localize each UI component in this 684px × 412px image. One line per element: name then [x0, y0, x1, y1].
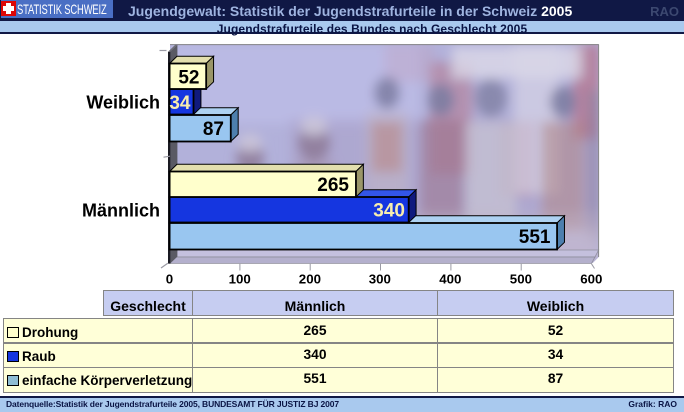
svg-text:200: 200 [299, 271, 321, 286]
svg-text:400: 400 [439, 271, 461, 286]
svg-text:Männlich: Männlich [82, 201, 160, 221]
svg-text:0: 0 [166, 271, 173, 286]
svg-text:265: 265 [317, 175, 349, 196]
svg-text:87: 87 [203, 119, 224, 140]
svg-text:100: 100 [229, 271, 251, 286]
svg-text:52: 52 [178, 68, 199, 89]
svg-text:34: 34 [169, 93, 191, 114]
svg-text:300: 300 [369, 271, 391, 286]
svg-text:340: 340 [373, 201, 405, 222]
svg-text:600: 600 [580, 271, 602, 286]
svg-text:Weiblich: Weiblich [86, 93, 160, 113]
svg-text:551: 551 [519, 227, 551, 248]
svg-text:500: 500 [510, 271, 532, 286]
